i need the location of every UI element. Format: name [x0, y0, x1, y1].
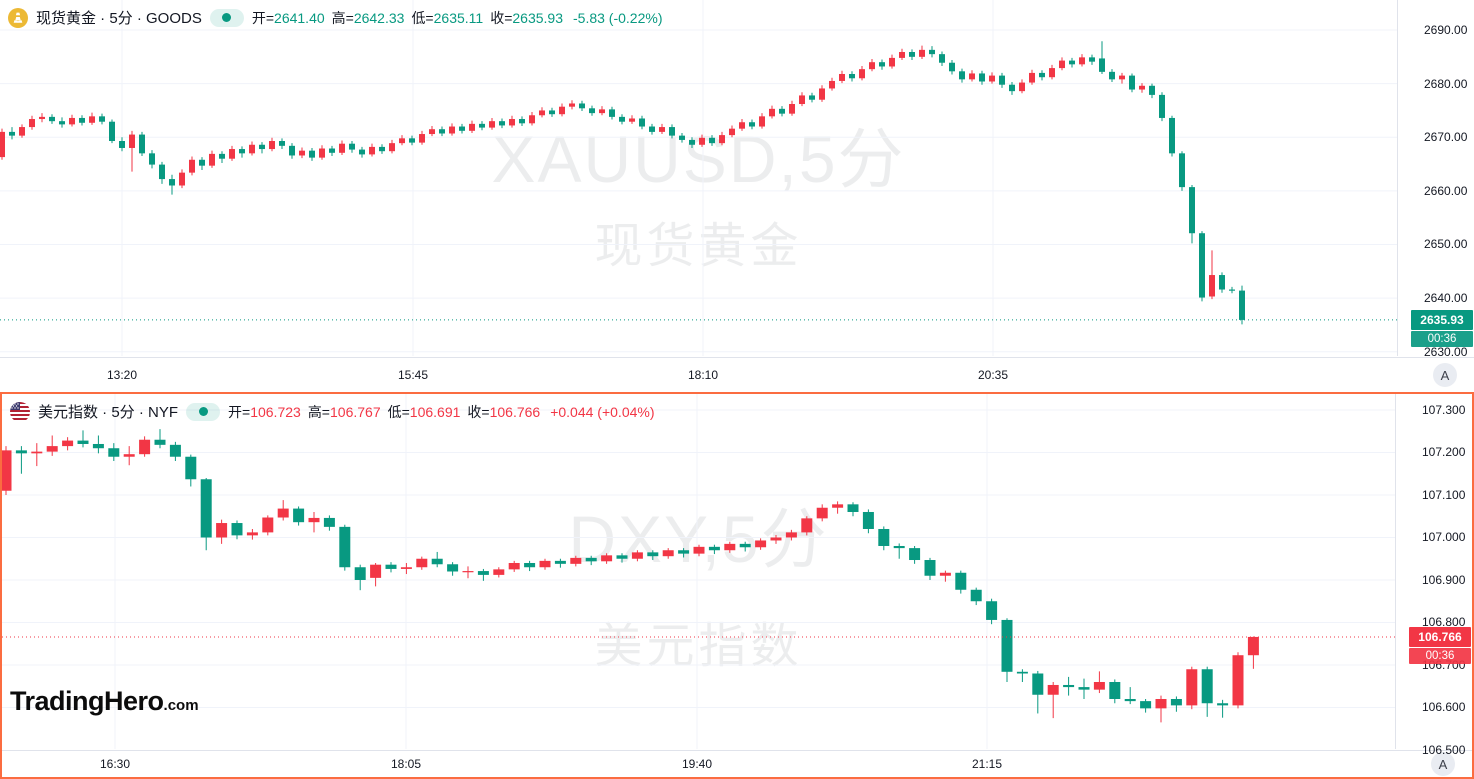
gold-change-value: -5.83 (-0.22%): [573, 9, 663, 26]
ohlc-value: 106.767: [330, 403, 381, 420]
ohlc-value: 2635.11: [433, 9, 484, 26]
gold-chart-area[interactable]: XAUUSD,5分 现货黄金 现货黄金 · 5分 · GOODS 开=2641.…: [0, 0, 1397, 356]
price-tick-label: 107.100: [1422, 487, 1466, 502]
price-tick-label: 2630.00: [1424, 344, 1468, 359]
time-tick-label: 18:10: [687, 368, 719, 382]
price-tick-label: 106.600: [1422, 700, 1466, 715]
price-tick-label: 106.800: [1422, 615, 1466, 630]
dxy-pane: DXY,5分 美元指数: [0, 392, 1474, 779]
ohlc-label: 收=: [490, 9, 513, 26]
ohlc-value: 106.723: [250, 403, 301, 420]
time-tick-label: 19:40: [681, 757, 713, 771]
gold-axis-corner: A: [1397, 358, 1474, 392]
price-tick-label: 2670.00: [1424, 130, 1468, 145]
time-tick-label: 20:35: [977, 368, 1009, 382]
ohlc-label: 低=: [387, 403, 410, 420]
dxy-symbol-title[interactable]: 美元指数 · 5分 · NYF: [38, 404, 179, 421]
ohlc-item: 收=106.766: [467, 402, 540, 422]
ohlc-item: 高=2642.33: [332, 8, 405, 28]
bar-countdown: 00:36: [1409, 647, 1471, 664]
us-flag-icon: [10, 401, 30, 422]
logo-suffix: .com: [163, 697, 199, 714]
ohlc-value: 2641.40: [274, 9, 325, 26]
market-open-dot: [198, 407, 208, 416]
price-tick-label: 2690.00: [1424, 23, 1468, 38]
gold-symbol-title[interactable]: 现货黄金 · 5分 · GOODS: [36, 10, 202, 27]
dxy-time-axis[interactable]: A 16:30 18:05 19:40 21:15: [2, 750, 1472, 777]
logo-text: TradingHero: [10, 686, 164, 716]
auto-scale-button-dxy[interactable]: A: [1431, 752, 1455, 776]
ohlc-label: 收=: [467, 403, 490, 420]
ohlc-label: 低=: [411, 9, 434, 26]
price-tick-label: 106.500: [1422, 743, 1466, 757]
last-price-value: 2635.93: [1411, 309, 1473, 330]
price-tick-label: 107.000: [1422, 530, 1466, 545]
price-tick-label: 2640.00: [1424, 291, 1468, 306]
gold-coin-icon: [8, 7, 28, 28]
ohlc-item: 低=2635.11: [411, 8, 483, 28]
ohlc-value: 2642.33: [353, 9, 405, 26]
gold-pane: XAUUSD,5分 现货黄金 现货黄金 · 5分 · GOODS 开=2641.…: [0, 0, 1474, 392]
dxy-axis-corner: A: [1395, 751, 1472, 777]
ohlc-value: 106.691: [409, 403, 461, 420]
ohlc-item: 收=2635.93: [490, 8, 563, 28]
ohlc-item: 低=106.691: [388, 402, 461, 422]
gold-time-axis[interactable]: A 13:20 15:45 18:10 20:35: [0, 357, 1474, 392]
dxy-price-axis[interactable]: 106.766 00:36 107.300 107.200 107.100 107.0…: [1395, 394, 1472, 757]
time-tick-label: 15:45: [397, 368, 429, 382]
bar-countdown: 00:36: [1411, 330, 1473, 347]
tradinghero-logo: TradingHero .com: [10, 686, 199, 717]
time-tick-label: 21:15: [971, 757, 1003, 771]
ohlc-label: 开=: [228, 403, 251, 420]
time-tick-label: 16:30: [99, 757, 131, 771]
market-status-pill[interactable]: [209, 8, 244, 27]
dxy-chart-area[interactable]: DXY,5分 美元指数: [2, 394, 1395, 749]
gold-last-price-tag: 2635.93 00:36: [1411, 309, 1473, 347]
dxy-ohlc-values: 开=106.723 高=106.767 低=106.691 收=106.766: [228, 402, 540, 422]
market-status-pill[interactable]: [186, 402, 221, 421]
dxy-candles-chart: [2, 394, 1395, 749]
ohlc-value: 2635.93: [512, 9, 563, 26]
dxy-legend[interactable]: 美元指数 · 5分 · NYF 开=106.723 高=106.767 低=106.…: [10, 401, 655, 422]
market-open-dot: [222, 13, 232, 22]
time-tick-label: 18:05: [390, 757, 422, 771]
ohlc-value: 106.766: [489, 403, 541, 420]
price-tick-label: 107.200: [1422, 445, 1466, 460]
ohlc-label: 高=: [307, 403, 330, 420]
gold-candles-chart: [0, 0, 1397, 356]
ohlc-item: 高=106.767: [308, 402, 381, 422]
auto-scale-button-gold[interactable]: A: [1433, 363, 1457, 387]
ohlc-item: 开=106.723: [228, 402, 301, 422]
price-tick-label: 2660.00: [1424, 183, 1468, 198]
dxy-change-value: +0.044 (+0.04%): [550, 403, 655, 420]
ohlc-label: 开=: [251, 9, 275, 26]
ohlc-label: 高=: [331, 9, 354, 26]
gold-price-axis[interactable]: 2635.93 00:36 2690.00 2680.00 2670.00 2660.…: [1397, 0, 1474, 359]
last-price-value: 106.766: [1409, 626, 1471, 647]
price-tick-label: 2680.00: [1424, 76, 1468, 91]
gold-legend[interactable]: 现货黄金 · 5分 · GOODS 开=2641.40 高=2642.33 低=26…: [8, 7, 662, 28]
price-tick-label: 107.300: [1422, 402, 1466, 417]
price-tick-label: 2650.00: [1424, 237, 1468, 252]
dxy-last-price-tag: 106.766 00:36: [1409, 626, 1471, 664]
time-tick-label: 13:20: [106, 368, 138, 382]
price-tick-label: 106.900: [1422, 572, 1466, 587]
ohlc-item: 开=2641.40: [252, 8, 325, 28]
gold-ohlc-values: 开=2641.40 高=2642.33 低=2635.11 收=2635.93: [252, 8, 563, 28]
